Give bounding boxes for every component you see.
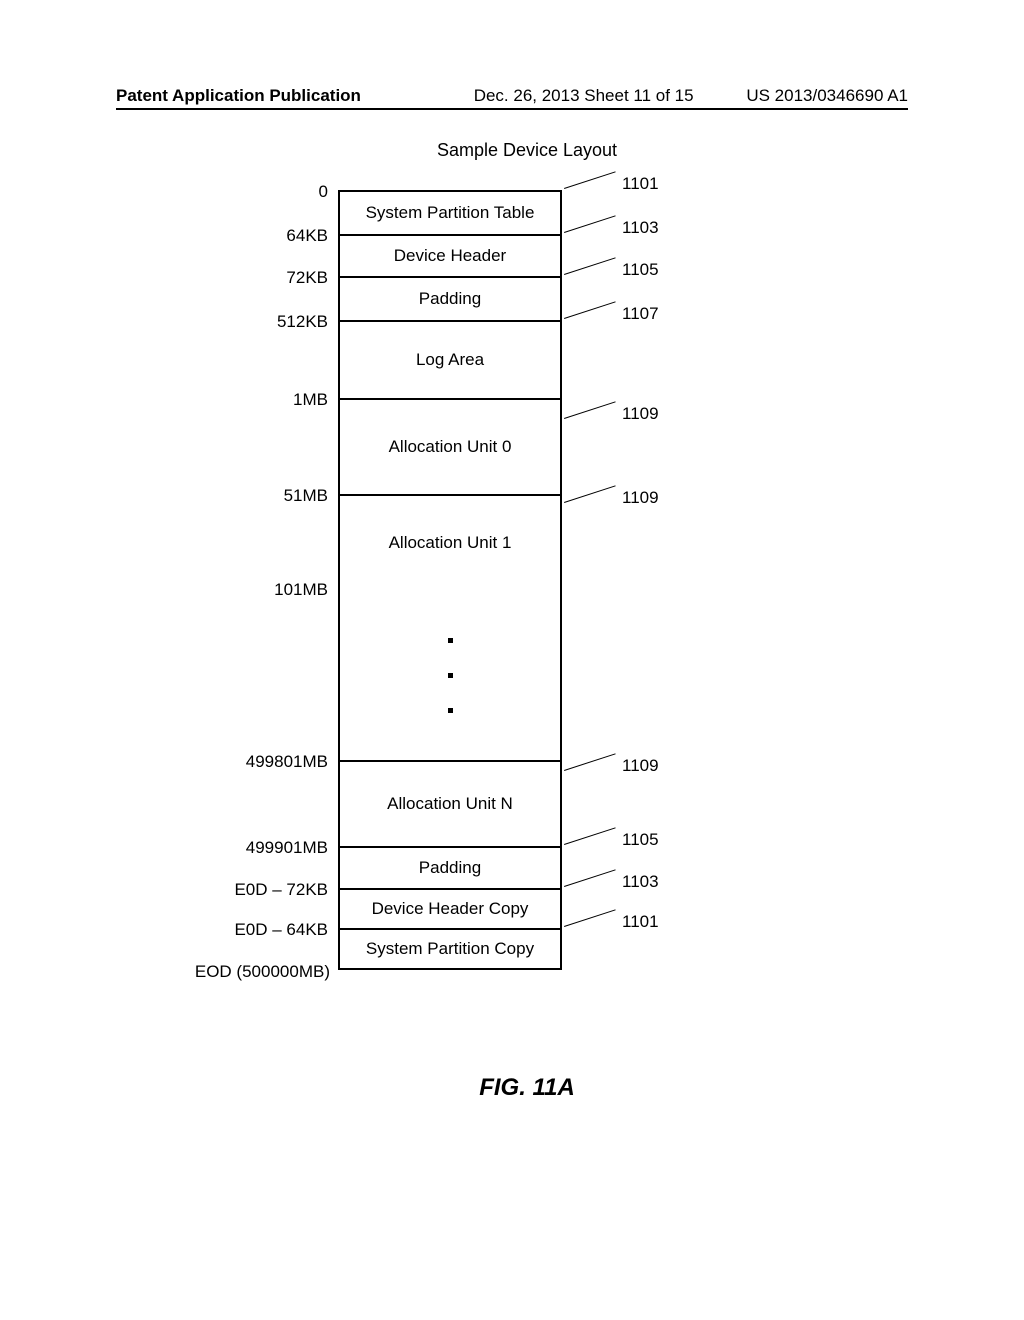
offset-label: 0 bbox=[148, 182, 328, 202]
offset-label: 51MB bbox=[148, 486, 328, 506]
callout-line bbox=[564, 926, 618, 950]
layout-block: Allocation Unit 01MB1109 bbox=[338, 398, 562, 494]
offset-label: 64KB bbox=[148, 226, 328, 246]
header-center: Dec. 26, 2013 Sheet 11 of 15 bbox=[361, 86, 746, 106]
callout: 1103 bbox=[564, 232, 659, 256]
callout: 1109 bbox=[564, 502, 659, 526]
callout: 1101 bbox=[564, 188, 659, 212]
offset-label: 499801MB bbox=[148, 752, 328, 772]
callout-line bbox=[564, 418, 618, 442]
layout-block: Log Area512KB1107 bbox=[338, 320, 562, 398]
reference-number: 1103 bbox=[622, 218, 659, 238]
reference-number: 1101 bbox=[622, 912, 659, 932]
reference-number: 1109 bbox=[622, 404, 659, 424]
callout-line bbox=[564, 232, 618, 256]
reference-number: 1107 bbox=[622, 304, 659, 324]
block-label: Allocation Unit 0 bbox=[389, 437, 512, 457]
callout-line bbox=[564, 274, 618, 298]
callout: 1109 bbox=[564, 770, 659, 794]
callout: 1105 bbox=[564, 844, 659, 868]
layout-block: System Partition Table01101 bbox=[338, 190, 562, 234]
layout-block: Device Header CopyE0D – 72KB1103 bbox=[338, 888, 562, 928]
callout-line bbox=[564, 502, 618, 526]
reference-number: 1105 bbox=[622, 830, 659, 850]
block-label: Allocation Unit N bbox=[387, 794, 513, 814]
callout: 1107 bbox=[564, 318, 659, 342]
block-label: Device Header bbox=[394, 246, 506, 266]
layout-block: Allocation Unit N499801MB1109 bbox=[338, 760, 562, 846]
callout-line bbox=[564, 844, 618, 868]
callout: 1109 bbox=[564, 418, 659, 442]
offset-label: 101MB bbox=[148, 580, 328, 600]
reference-number: 1101 bbox=[622, 174, 659, 194]
callout: 1101 bbox=[564, 926, 659, 950]
diagram-title: Sample Device Layout bbox=[0, 140, 1024, 161]
layout-block: Device Header64KB1103 bbox=[338, 234, 562, 276]
block-label: Padding bbox=[419, 289, 481, 309]
offset-label: E0D – 72KB bbox=[148, 880, 328, 900]
page-header: Patent Application Publication Dec. 26, … bbox=[116, 86, 908, 110]
reference-number: 1109 bbox=[622, 488, 659, 508]
header-right: US 2013/0346690 A1 bbox=[746, 86, 908, 106]
device-layout-diagram: System Partition Table01101Device Header… bbox=[338, 190, 562, 970]
callout: 1103 bbox=[564, 886, 659, 910]
callout-line bbox=[564, 886, 618, 910]
ellipsis-region: 101MB bbox=[338, 590, 562, 760]
block-label: System Partition Table bbox=[366, 203, 535, 223]
reference-number: 1103 bbox=[622, 872, 659, 892]
callout-line bbox=[564, 188, 618, 212]
offset-label: E0D – 64KB bbox=[148, 920, 328, 940]
offset-label-final: EOD (500000MB) bbox=[150, 962, 330, 982]
block-label: Allocation Unit 1 bbox=[389, 533, 512, 553]
header-left: Patent Application Publication bbox=[116, 86, 361, 106]
block-label: System Partition Copy bbox=[366, 939, 534, 959]
offset-label: 512KB bbox=[148, 312, 328, 332]
offset-label: 499901MB bbox=[148, 838, 328, 858]
callout-line bbox=[564, 770, 618, 794]
callout-line bbox=[564, 318, 618, 342]
layout-block: Padding72KB1105 bbox=[338, 276, 562, 320]
layout-block: Allocation Unit 151MB1109 bbox=[338, 494, 562, 590]
figure-caption: FIG. 11A bbox=[0, 1074, 1024, 1102]
reference-number: 1109 bbox=[622, 756, 659, 776]
layout-block: System Partition CopyE0D – 64KB1101 bbox=[338, 928, 562, 970]
layout-block: Padding499901MB1105 bbox=[338, 846, 562, 888]
offset-label: 72KB bbox=[148, 268, 328, 288]
reference-number: 1105 bbox=[622, 260, 659, 280]
block-label: Padding bbox=[419, 858, 481, 878]
offset-label: 1MB bbox=[148, 390, 328, 410]
callout: 1105 bbox=[564, 274, 659, 298]
block-label: Device Header Copy bbox=[372, 899, 529, 919]
block-label: Log Area bbox=[416, 350, 484, 370]
